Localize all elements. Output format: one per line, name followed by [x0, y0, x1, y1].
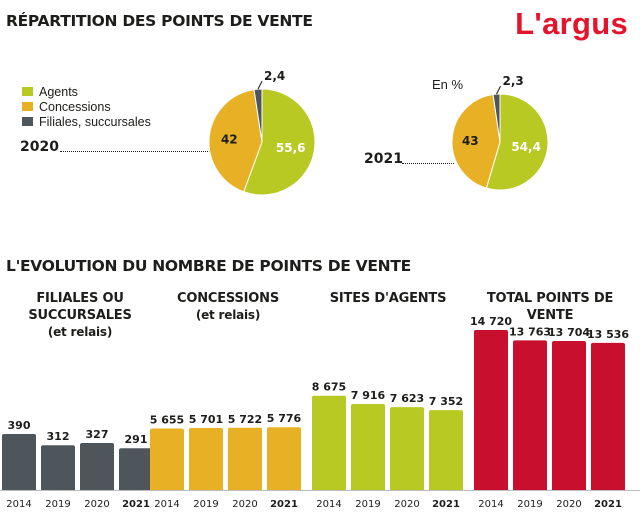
x-tick-total-2021: 2021 [594, 499, 622, 510]
x-tick-concessions-2021: 2021 [270, 499, 298, 510]
bar-agents-2019 [351, 403, 385, 490]
x-tick-filiales-2014: 2014 [6, 499, 31, 510]
x-tick-concessions-2020: 2020 [232, 499, 257, 510]
legend-item-concessions: Concessions [22, 99, 151, 114]
bar-filiales-2021 [119, 448, 153, 490]
bar-label-filiales-2021: 291 [125, 433, 148, 446]
bar-label-agents-2021: 7 352 [429, 395, 463, 408]
x-tick-total-2019: 2019 [517, 499, 542, 510]
group-label-filiales: FILIALES OU SUCCURSALES (et relais) [10, 290, 150, 341]
x-tick-concessions-2014: 2014 [154, 499, 179, 510]
bar-total-2020 [552, 341, 586, 490]
bar-label-total-2020: 13 704 [548, 326, 590, 339]
group-label-filiales-line1: FILIALES OU [36, 291, 124, 306]
pie-2021-label-filiales: 2,3 [503, 74, 524, 88]
bar-concessions-2019 [189, 428, 223, 490]
group-label-total-line1: TOTAL POINTS DE VENTE [486, 291, 614, 323]
bar-label-filiales-2014: 390 [8, 419, 31, 432]
distribution-title: RÉPARTITION DES POINTS DE VENTE [6, 12, 313, 30]
group-label-agents-line1: SITES D'AGENTS [329, 291, 447, 306]
group-label-concessions-line1: CONCESSIONS [177, 291, 279, 306]
legend-item-agents: Agents [22, 84, 151, 99]
pie-2020-slice-0 [243, 88, 316, 196]
x-tick-agents-2014: 2014 [316, 499, 341, 510]
pie-2020-label-filiales: 2,4 [264, 69, 285, 83]
x-tick-filiales-2020: 2020 [84, 499, 109, 510]
group-label-concessions-line2: (et relais) [195, 308, 261, 322]
pie-2020-label-concessions: 42 [221, 133, 238, 147]
bar-label-agents-2014: 8 675 [312, 381, 346, 394]
pie-2020-leader [60, 151, 210, 152]
pie-year-2021: 2021 [364, 151, 403, 167]
x-tick-agents-2019: 2019 [355, 499, 380, 510]
bar-label-total-2021: 13 536 [587, 328, 629, 341]
bar-agents-2020 [390, 407, 424, 490]
bar-agents-2014 [312, 395, 346, 490]
x-tick-total-2020: 2020 [556, 499, 581, 510]
bar-total-2019 [513, 340, 547, 490]
legend-label-concessions: Concessions [39, 99, 111, 114]
bar-label-concessions-2019: 5 701 [189, 413, 223, 426]
bar-agents-2021 [429, 410, 463, 490]
bar-concessions-2020 [228, 427, 262, 490]
pie-2021-slice-1 [451, 93, 501, 189]
pie-2021-leader [402, 163, 454, 164]
pie-2020-slice-1 [208, 89, 263, 193]
pie-2021-label-concessions: 43 [462, 134, 479, 148]
legend-swatch-agents [22, 87, 33, 96]
bar-label-agents-2019: 7 916 [351, 389, 386, 402]
legend-swatch-concessions [22, 102, 33, 111]
bar-total-2021 [591, 342, 625, 490]
bar-label-filiales-2019: 312 [47, 430, 70, 443]
x-tick-total-2014: 2014 [478, 499, 503, 510]
group-label-concessions: CONCESSIONS (et relais) [162, 290, 294, 324]
pie-2021-leader-filiales [496, 85, 501, 95]
group-label-filiales-line3: (et relais) [47, 325, 113, 339]
legend-label-filiales: Filiales, succursales [39, 114, 151, 129]
bar-label-concessions-2021: 5 776 [267, 412, 302, 425]
pie-2021-slice-0 [485, 93, 549, 191]
pie-2020-leader-filiales [257, 80, 263, 90]
group-label-total: TOTAL POINTS DE VENTE [462, 290, 638, 324]
bar-concessions-2021 [267, 427, 301, 490]
pie-unit-label: En % [432, 77, 464, 92]
bar-label-total-2019: 13 763 [509, 325, 551, 338]
pie-2020-label-agents: 55,6 [276, 141, 306, 155]
x-tick-filiales-2019: 2019 [45, 499, 70, 510]
group-label-agents: SITES D'AGENTS [318, 290, 458, 307]
x-tick-filiales-2021: 2021 [122, 499, 150, 510]
evolution-title: L'EVOLUTION DU NOMBRE DE POINTS DE VENTE [6, 257, 411, 275]
bar-label-total-2014: 14 720 [470, 315, 512, 328]
group-label-filiales-line2: SUCCURSALES [28, 308, 132, 323]
bar-label-agents-2020: 7 623 [390, 392, 424, 405]
argus-logo: L'argus [515, 6, 628, 41]
bar-concessions-2014 [150, 428, 184, 490]
x-tick-concessions-2019: 2019 [193, 499, 218, 510]
x-tick-agents-2020: 2020 [394, 499, 419, 510]
pie-year-2020: 2020 [20, 139, 59, 155]
bar-label-filiales-2020: 327 [86, 428, 109, 441]
x-tick-agents-2021: 2021 [432, 499, 460, 510]
legend-swatch-filiales [22, 117, 33, 126]
pie-2021-label-agents: 54,4 [511, 140, 541, 154]
bar-label-concessions-2014: 5 655 [150, 414, 184, 427]
bar-filiales-2014 [2, 434, 36, 490]
legend-item-filiales: Filiales, succursales [22, 114, 151, 129]
legend-label-agents: Agents [39, 84, 78, 99]
bar-total-2014 [474, 330, 508, 490]
pie-legend: Agents Concessions Filiales, succursales [22, 84, 151, 129]
bar-label-concessions-2020: 5 722 [228, 413, 262, 426]
bar-filiales-2019 [41, 445, 75, 490]
bar-filiales-2020 [80, 443, 114, 490]
